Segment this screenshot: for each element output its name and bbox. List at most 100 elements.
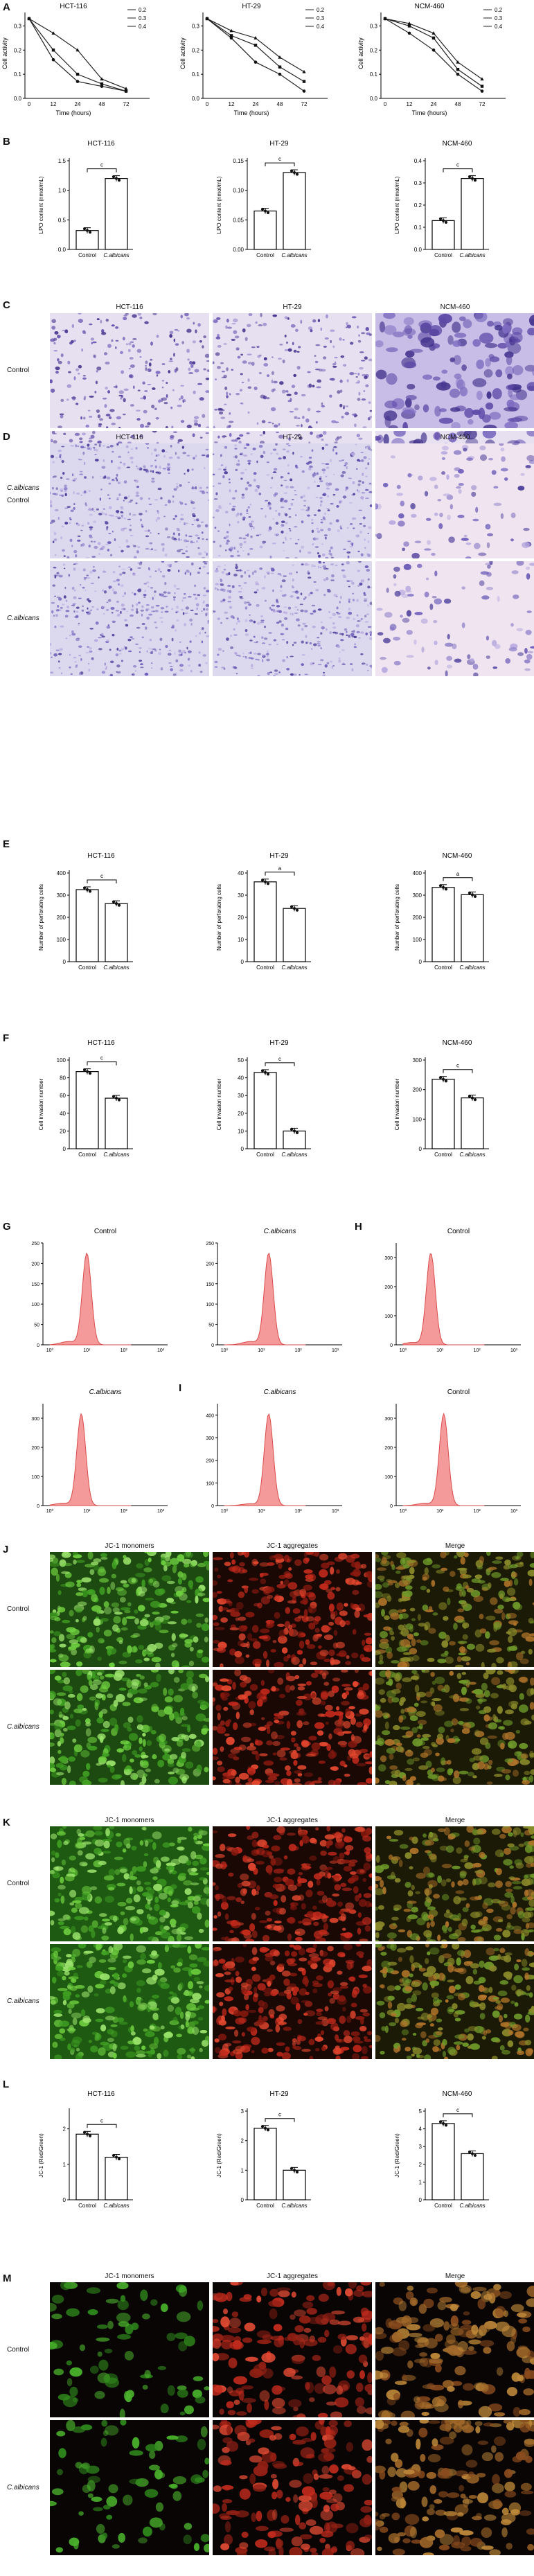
- legend-label: 0.3: [495, 15, 503, 21]
- cell-blob: [90, 337, 95, 341]
- cell-blob: [116, 496, 120, 499]
- cell-blob: [285, 522, 288, 524]
- replicate-point: [441, 885, 445, 889]
- cell-blob: [404, 1767, 413, 1771]
- cell-blob: [59, 1559, 66, 1567]
- cell-blob: [241, 381, 244, 384]
- cell-blob: [228, 595, 232, 599]
- y-tick-label: 1: [419, 2179, 422, 2185]
- y-tick-label: 0.1: [370, 71, 378, 78]
- cell-blob: [479, 1628, 487, 1634]
- cell-blob: [296, 1711, 307, 1716]
- cell-blob: [168, 649, 172, 651]
- y-tick-label: 250: [206, 1242, 214, 1246]
- cell-blob: [145, 535, 150, 538]
- cell-blob: [64, 489, 67, 493]
- replicate-point: [295, 2170, 299, 2173]
- cell-blob: [301, 654, 305, 656]
- cell-blob: [308, 1622, 316, 1630]
- cell-blob: [145, 626, 148, 630]
- cell-blob: [295, 590, 298, 593]
- cell-blob: [217, 366, 221, 369]
- cell-blob: [171, 637, 174, 642]
- cell-blob: [393, 574, 397, 579]
- cell-blob: [114, 1670, 125, 1677]
- cell-blob: [320, 566, 322, 569]
- cell-blob: [320, 621, 323, 624]
- cell-blob: [53, 350, 58, 352]
- cell-blob: [342, 574, 346, 577]
- cell-blob: [217, 1574, 221, 1579]
- cell-blob: [140, 663, 143, 665]
- cell-blob: [229, 1648, 236, 1656]
- replicate-point: [260, 1069, 265, 1073]
- cell-blob: [133, 1697, 144, 1704]
- cell-blob: [108, 506, 112, 510]
- cell-blob: [262, 1696, 267, 1700]
- cell-blob: [55, 366, 60, 371]
- cell-blob: [186, 1600, 192, 1603]
- cell-blob: [229, 432, 232, 437]
- cell-blob: [505, 1685, 515, 1691]
- cell-blob: [456, 1656, 462, 1663]
- cell-blob: [132, 344, 135, 348]
- y-tick-label: 5: [419, 2108, 422, 2115]
- x-tick-label: C.albicans: [281, 964, 307, 971]
- cell-blob: [305, 1616, 315, 1622]
- cell-blob: [106, 426, 109, 428]
- cell-blob: [179, 484, 182, 487]
- cell-blob: [50, 1554, 56, 1560]
- replicate-point: [470, 2152, 474, 2155]
- cell-blob: [150, 465, 154, 467]
- cell-blob: [238, 1772, 249, 1780]
- cell-blob: [349, 1753, 359, 1759]
- cell-blob: [506, 399, 515, 408]
- cell-blob: [246, 1641, 250, 1649]
- cell-blob: [231, 508, 235, 511]
- cell-blob: [302, 1658, 307, 1665]
- cell-blob: [336, 504, 339, 508]
- cell-blob: [163, 595, 166, 598]
- cell-blob: [200, 521, 204, 523]
- cell-blob: [66, 398, 69, 401]
- cell-blob: [60, 672, 63, 675]
- cell-blob: [80, 1750, 90, 1758]
- cell-blob: [357, 1690, 364, 1696]
- cell-blob: [173, 338, 176, 342]
- cell-blob: [53, 1698, 62, 1706]
- cell-blob: [456, 486, 461, 489]
- cell-blob: [307, 551, 312, 554]
- cell-blob: [529, 1677, 534, 1686]
- histogram-area: [224, 1252, 306, 1346]
- cell-blob: [91, 508, 94, 511]
- cell-blob: [353, 1681, 358, 1688]
- cell-blob: [356, 614, 359, 617]
- cell-blob: [319, 503, 322, 507]
- cell-blob: [206, 360, 209, 362]
- cell-blob: [50, 1691, 56, 1700]
- cell-blob: [303, 500, 307, 502]
- y-tick-label: 0.2: [192, 47, 200, 53]
- cell-blob: [375, 1557, 382, 1562]
- cell-blob: [330, 339, 332, 344]
- replicate-point: [85, 888, 89, 892]
- cell-blob: [204, 631, 206, 634]
- cell-blob: [147, 368, 152, 373]
- cell-blob: [396, 484, 401, 489]
- cell-blob: [169, 1558, 179, 1565]
- cell-blob: [355, 624, 359, 628]
- cell-blob: [335, 595, 338, 598]
- cell-blob: [181, 599, 184, 602]
- cell-blob: [323, 671, 326, 674]
- cell-blob: [363, 456, 367, 459]
- cell-blob: [54, 1722, 63, 1731]
- cell-blob: [466, 457, 474, 461]
- cell-blob: [175, 343, 179, 346]
- cell-blob: [79, 441, 83, 443]
- column-title: JC-1 aggregates: [267, 1542, 318, 1550]
- cell-blob: [263, 637, 268, 640]
- cell-blob: [340, 527, 343, 530]
- micrograph-image: [375, 1552, 534, 1667]
